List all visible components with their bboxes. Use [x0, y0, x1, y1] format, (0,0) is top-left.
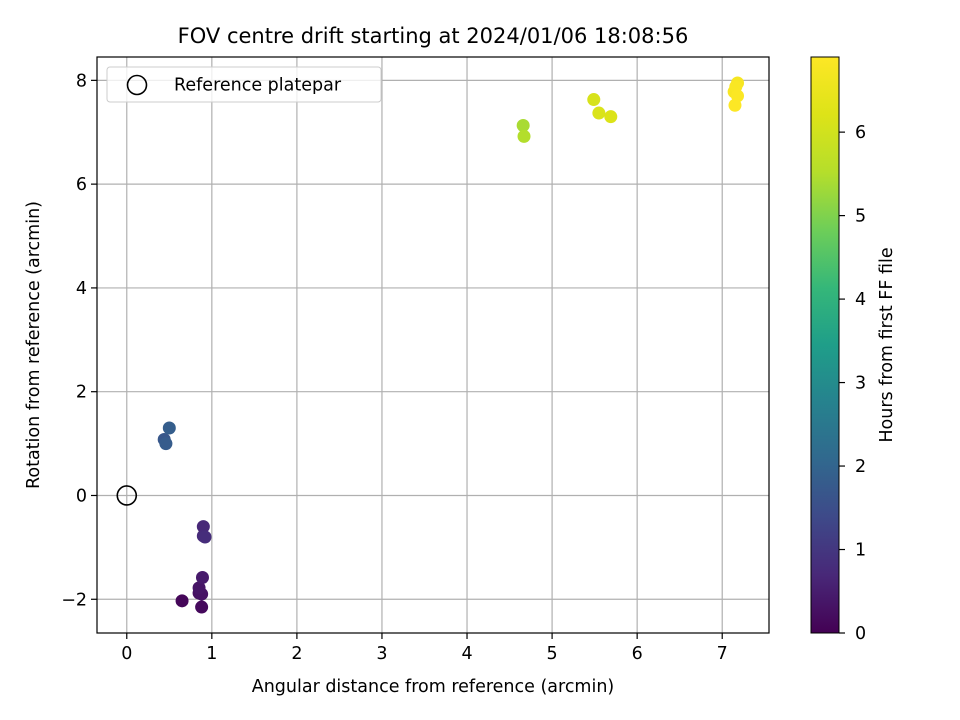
- x-tick-label: 2: [291, 644, 302, 664]
- colorbar-tick-label: 4: [855, 290, 866, 310]
- colorbar-tick-label: 6: [855, 123, 866, 143]
- colorbar-tick-label: 1: [855, 541, 866, 561]
- colorbar: [810, 56, 840, 634]
- colorbar-tick-label: 5: [855, 207, 866, 227]
- x-tick-label: 5: [547, 644, 558, 664]
- data-point: [175, 594, 189, 608]
- y-tick-label: 4: [76, 279, 87, 299]
- data-point: [195, 600, 209, 614]
- x-tick-label: 0: [121, 644, 132, 664]
- y-tick-label: 0: [76, 486, 87, 506]
- data-point: [587, 93, 601, 107]
- data-point: [162, 421, 176, 435]
- x-tick-label: 3: [376, 644, 387, 664]
- reference-platepar-marker: [116, 485, 138, 506]
- colorbar-label: Hours from first FF file: [877, 247, 897, 442]
- colorbar-tick-label: 0: [855, 624, 866, 644]
- chart-title: FOV centre drift starting at 2024/01/06 …: [178, 24, 689, 48]
- data-point: [196, 520, 210, 534]
- y-axis-label: Rotation from reference (arcmin): [24, 201, 44, 489]
- data-point: [195, 570, 209, 584]
- y-axis-ticks: −2 0 2 4 6 8: [61, 71, 97, 610]
- y-tick-label: 8: [76, 71, 87, 91]
- data-point: [592, 106, 606, 120]
- plot-frame: [96, 56, 770, 634]
- data-point: [159, 437, 173, 451]
- grid-lines: [97, 57, 769, 633]
- x-tick-label: 6: [632, 644, 643, 664]
- legend: Reference platepar: [106, 66, 382, 103]
- data-point: [517, 129, 531, 143]
- colorbar-ticks: 0 1 2 3 4 5 6: [839, 123, 866, 644]
- y-tick-label: 2: [76, 383, 87, 403]
- data-point: [198, 530, 212, 544]
- data-point: [728, 98, 742, 112]
- data-points: [157, 76, 745, 614]
- data-point: [604, 110, 618, 124]
- y-tick-label: −2: [61, 590, 87, 610]
- legend-marker: [126, 74, 148, 96]
- x-axis-ticks: 0 1 2 3 4 5 6 7: [121, 633, 728, 664]
- x-tick-label: 1: [206, 644, 217, 664]
- y-tick-label: 6: [76, 175, 87, 195]
- data-point: [516, 118, 530, 132]
- colorbar-tick-label: 2: [855, 457, 866, 477]
- data-point: [192, 581, 206, 595]
- x-tick-label: 4: [461, 644, 472, 664]
- colorbar-tick-label: 3: [855, 374, 866, 394]
- x-axis-label: Angular distance from reference (arcmin): [252, 677, 615, 697]
- legend-label: Reference platepar: [174, 76, 342, 96]
- x-tick-label: 7: [717, 644, 728, 664]
- legend-box: [106, 66, 382, 103]
